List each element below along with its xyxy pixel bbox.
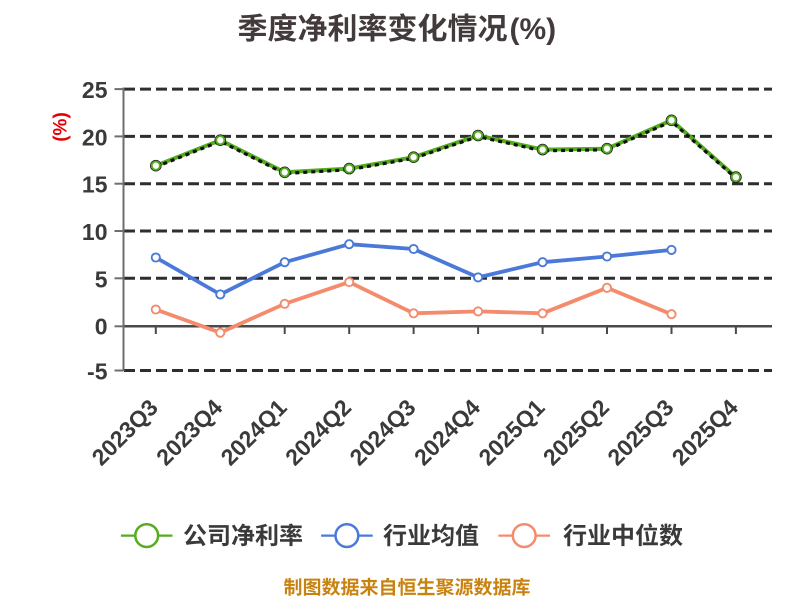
- svg-text:2024Q2: 2024Q2: [280, 394, 356, 470]
- svg-text:2024Q4: 2024Q4: [409, 394, 485, 470]
- svg-text:10: 10: [82, 219, 108, 245]
- svg-text:2025Q2: 2025Q2: [538, 394, 614, 470]
- svg-text:-5: -5: [87, 359, 108, 385]
- svg-text:20: 20: [82, 124, 108, 150]
- svg-text:(%): (%): [510, 13, 557, 46]
- svg-text:2024Q3: 2024Q3: [344, 394, 420, 470]
- svg-text:2023Q4: 2023Q4: [151, 394, 227, 470]
- svg-text:2025Q1: 2025Q1: [473, 394, 549, 470]
- svg-text:2023Q3: 2023Q3: [87, 394, 163, 470]
- svg-text:5: 5: [95, 266, 108, 292]
- svg-text:25: 25: [82, 77, 108, 103]
- svg-text:0: 0: [95, 314, 108, 340]
- svg-text:2025Q4: 2025Q4: [667, 394, 743, 470]
- svg-text:15: 15: [82, 172, 108, 198]
- svg-text:2024Q1: 2024Q1: [215, 394, 291, 470]
- svg-text:2025Q3: 2025Q3: [602, 394, 678, 470]
- svg-text:(%): (%): [51, 112, 72, 142]
